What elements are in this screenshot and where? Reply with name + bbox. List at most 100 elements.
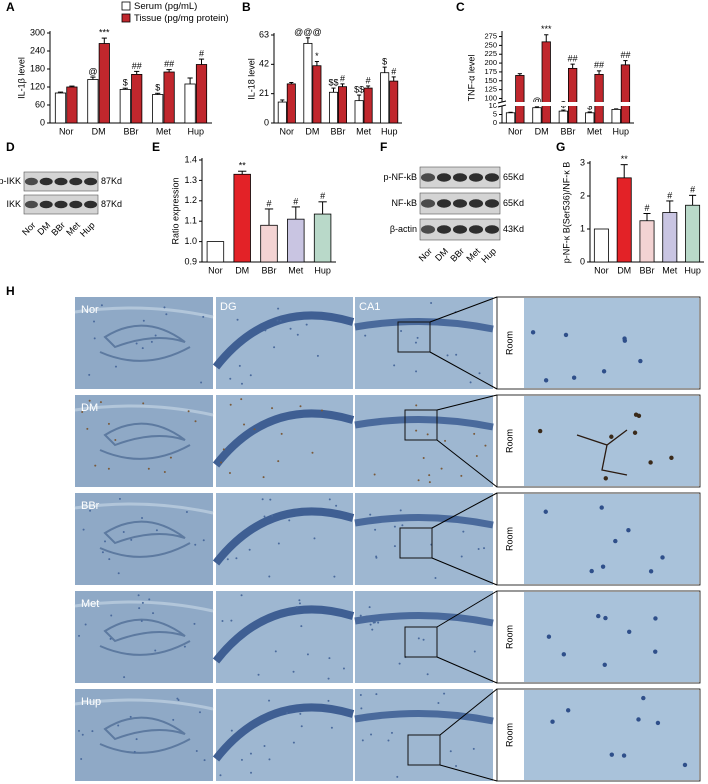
cell <box>375 555 378 558</box>
cell <box>88 373 91 376</box>
y-tick-label: 150 <box>484 76 497 85</box>
significance-label: # <box>366 75 371 85</box>
cell <box>230 619 233 622</box>
cell <box>428 481 431 484</box>
x-tick-label: DM <box>305 126 319 136</box>
significance-label: * <box>315 51 319 61</box>
zoom-cell <box>561 652 567 657</box>
zoom-box <box>407 734 441 766</box>
zoom-cell <box>653 649 658 654</box>
cell <box>222 448 225 451</box>
y-tick-label: 240 <box>30 45 45 55</box>
bar <box>328 91 338 124</box>
significance-label: # <box>266 198 271 208</box>
y-tick-label: 42 <box>259 59 269 69</box>
bar <box>541 41 551 124</box>
cell <box>268 758 271 761</box>
panel-letter: G <box>556 140 565 154</box>
y-tick-label: 21 <box>259 88 269 98</box>
cell <box>414 341 417 344</box>
cell <box>300 725 303 728</box>
zoom-cell <box>609 434 614 439</box>
y-tick-label: 5 <box>493 109 497 118</box>
significance-label: # <box>690 185 695 195</box>
dentate-gyrus <box>212 409 355 468</box>
cell <box>473 432 476 435</box>
cell <box>401 524 404 527</box>
blot-band <box>484 173 500 182</box>
y-tick-label: 180 <box>30 63 45 73</box>
cell <box>371 628 374 631</box>
cell <box>393 364 396 367</box>
significance-label: ** <box>621 154 629 164</box>
cell <box>135 342 138 345</box>
cell <box>327 677 330 680</box>
cell <box>449 750 452 753</box>
cell <box>393 545 396 548</box>
y-axis-label: p-NF-κ B(Ser536)/NF-κ B <box>561 162 571 264</box>
cell <box>91 730 94 733</box>
cell <box>220 461 223 464</box>
zoom-cell <box>543 509 548 514</box>
group-label: DM <box>81 402 98 414</box>
bar <box>152 94 164 124</box>
cell <box>327 699 330 702</box>
zoom-line <box>439 688 498 736</box>
zoom-line <box>429 351 498 390</box>
cell <box>183 645 186 648</box>
x-tick-label: DM <box>617 265 631 275</box>
bar <box>119 89 131 124</box>
lane-label: Nor <box>417 246 434 263</box>
bar <box>611 109 621 124</box>
cell <box>109 637 112 640</box>
cell <box>365 615 368 618</box>
y-tick-label: 1.4 <box>184 154 197 164</box>
y-tick-label: 60 <box>35 99 45 109</box>
significance-label: *** <box>99 27 110 37</box>
y-tick-label: 1.1 <box>184 216 197 226</box>
cell <box>306 653 309 656</box>
cell <box>248 548 251 551</box>
zoom-cell <box>537 428 543 434</box>
group-label: BBr <box>81 500 100 512</box>
cell <box>93 337 96 340</box>
cell <box>271 514 274 517</box>
x-tick-label: Hup <box>684 265 701 275</box>
cell <box>165 313 168 316</box>
cell <box>292 670 295 673</box>
significance-label: # <box>644 203 649 213</box>
cell <box>417 637 420 640</box>
zoom-label: Room <box>504 625 514 649</box>
blot-band <box>39 200 53 209</box>
cell <box>253 428 256 431</box>
zoom-line <box>439 764 498 782</box>
blot-band <box>452 199 468 208</box>
cell <box>202 315 205 318</box>
cell <box>177 699 180 702</box>
zoom-cell <box>669 455 674 461</box>
bar <box>98 43 110 124</box>
bar <box>287 218 305 263</box>
zoom-cell <box>603 615 608 621</box>
cell <box>240 594 243 597</box>
bar <box>87 79 99 124</box>
bar <box>685 204 701 263</box>
significance-label: $$ <box>328 77 338 87</box>
cell <box>328 498 331 501</box>
x-tick-label: Met <box>587 126 603 136</box>
x-tick-label: DM <box>92 126 106 136</box>
panel-letter: H <box>6 284 15 298</box>
zoom-label: Room <box>504 527 514 551</box>
cell <box>147 467 150 470</box>
y-tick-label: 100 <box>484 93 497 102</box>
cell <box>271 407 274 410</box>
group-label: Hup <box>81 696 101 708</box>
bar <box>532 107 542 124</box>
cell <box>123 676 126 679</box>
cell <box>81 733 84 736</box>
cell <box>330 726 333 729</box>
blot-band <box>420 225 436 234</box>
legend-label: Serum (pg/mL) <box>134 1 197 12</box>
blot-size: 65Kd <box>503 172 524 182</box>
panel-letter: D <box>6 140 15 154</box>
